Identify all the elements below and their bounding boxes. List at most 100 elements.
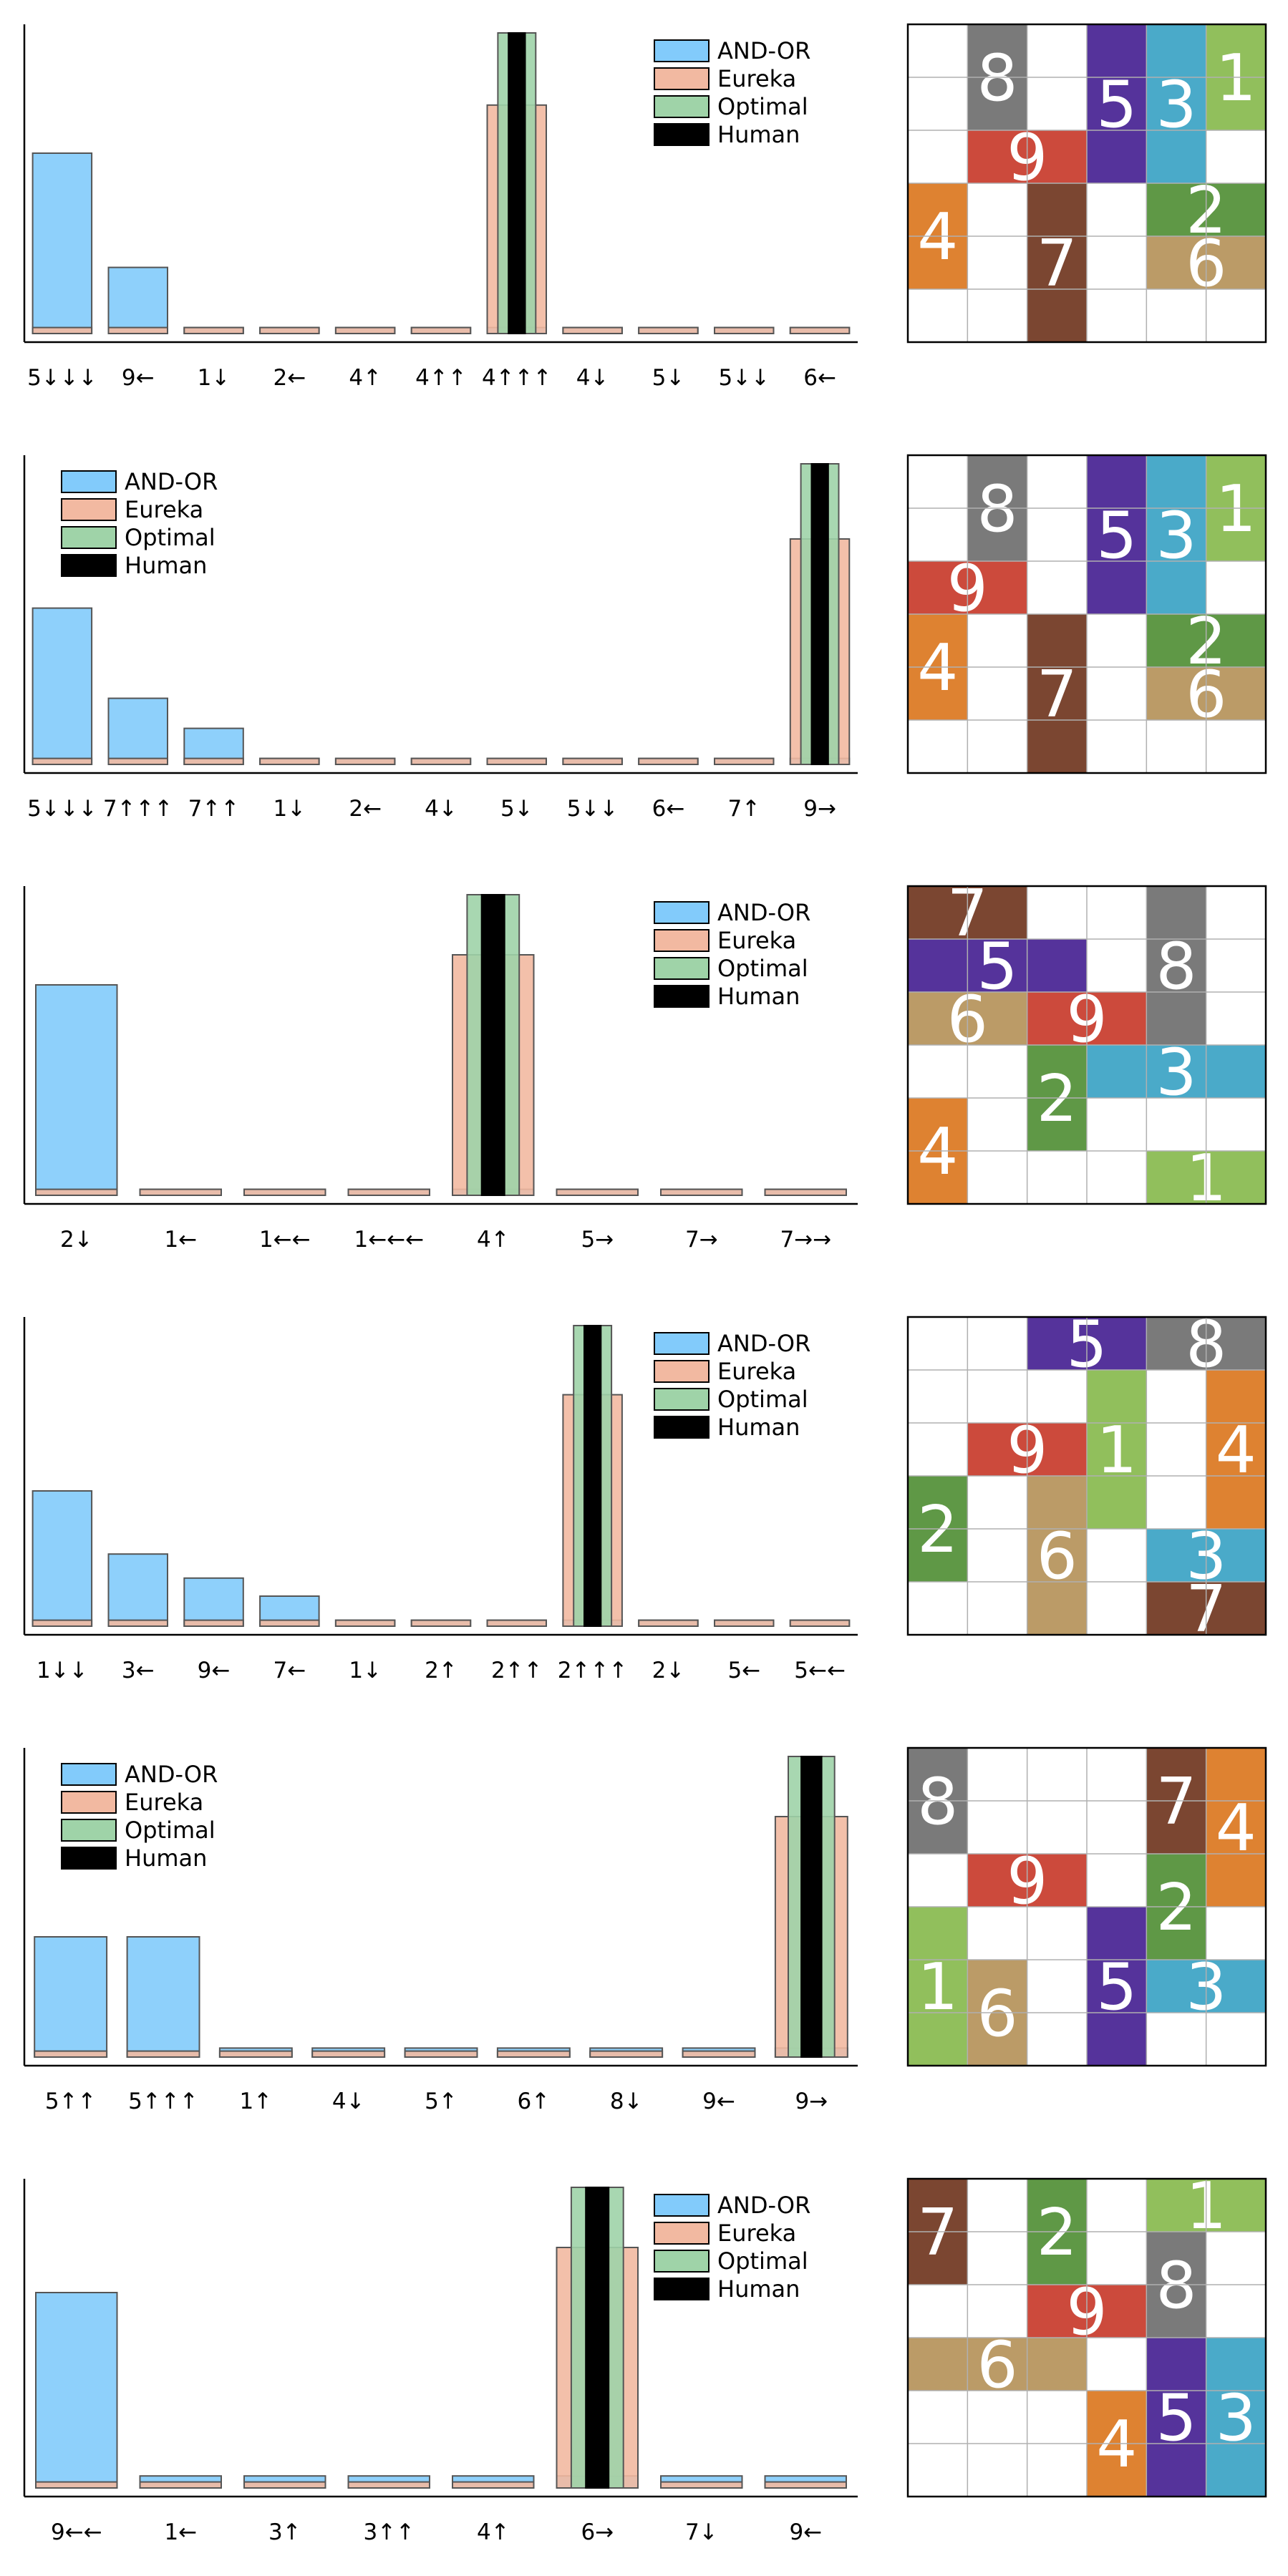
piece-1-cell (1206, 508, 1266, 561)
bar-eureka-1 (32, 1619, 93, 1628)
bar-eureka-10 (714, 326, 775, 335)
bar-andor-3 (183, 1577, 244, 1628)
x-tick-label: 9← (789, 2519, 822, 2545)
piece-6-cell (908, 2338, 968, 2391)
piece-6-cell (967, 992, 1027, 1045)
piece-7-cell (1027, 289, 1087, 342)
bar-andor-1 (35, 2292, 118, 2489)
piece-8-cell (967, 508, 1027, 561)
piece-9-cell (967, 1854, 1027, 1907)
legend-swatch (654, 985, 710, 1008)
piece-1-cell (1206, 455, 1266, 508)
x-tick-label: 4↑ (349, 365, 382, 391)
piece-1-cell (1146, 1151, 1206, 1204)
piece-6-cell (967, 2338, 1027, 2391)
piece-7-cell (1027, 720, 1087, 773)
piece-1-cell (1146, 2179, 1206, 2232)
legend-entry: Optimal (125, 524, 216, 551)
piece-label: 4 (1216, 1791, 1256, 1866)
piece-4-cell (908, 667, 968, 720)
legend-swatch (654, 929, 710, 952)
bar-human-5 (480, 894, 505, 1196)
legend-entry: AND-OR (125, 1761, 218, 1788)
piece-8-cell (1146, 886, 1206, 939)
bar-eureka-7 (660, 2481, 743, 2489)
piece-3-cell (1206, 2444, 1266, 2497)
piece-7-cell (908, 886, 968, 939)
legend-swatch (654, 2194, 710, 2217)
x-tick-label: 2↑↑↑ (558, 1658, 628, 1683)
x-tick-label: 6↑ (517, 2089, 550, 2114)
piece-label: 8 (977, 472, 1017, 547)
board-border (906, 1316, 1267, 1636)
legend-entry: AND-OR (717, 899, 810, 926)
piece-8-cell (1206, 1317, 1266, 1370)
piece-3-cell (1206, 2391, 1266, 2444)
chart-panel-5: 5↑↑ 5↑↑↑ 1↑ 4↓ 5↑ 6↑ 8↓ 9← 9→ AND-OREurekaOptimal… (23, 1748, 858, 2114)
bar-eureka-5 (334, 1619, 396, 1628)
bar-eureka-9 (638, 326, 699, 335)
chart-panel-3: 2↓ 1← 1←← 1←←← 4↑ 5→ 7→ 7→→ AND-OREurekaOptimalH… (23, 886, 858, 1253)
x-tick-label: 1↓↓ (37, 1658, 88, 1683)
legend-entry: Human (125, 552, 207, 579)
x-tick-label: 1←←← (354, 1227, 424, 1253)
piece-1-cell (908, 1907, 968, 1960)
bar-eureka-7 (589, 2050, 664, 2059)
bar-eureka-2 (126, 2050, 200, 2059)
piece-9-cell (967, 561, 1027, 614)
x-tick-label: 6→ (581, 2519, 614, 2545)
piece-label: 4 (1216, 1413, 1256, 1488)
piece-6-cell (1146, 236, 1206, 289)
bar-eureka-8 (764, 2481, 847, 2489)
legend-entry: AND-OR (717, 2192, 810, 2219)
piece-2-cell (1027, 2179, 1087, 2232)
legend-entry: Optimal (125, 1817, 216, 1844)
legend-entry: AND-OR (717, 37, 810, 64)
piece-7-cell (1206, 1582, 1266, 1635)
piece-7-cell (1146, 1748, 1206, 1801)
bar-eureka-5 (452, 2481, 535, 2489)
piece-5-cell (1087, 1907, 1147, 1960)
board-border (906, 454, 1267, 774)
piece-7-cell (967, 886, 1027, 939)
legend-swatch (654, 123, 710, 146)
bar-eureka-2 (139, 1188, 222, 1196)
x-tick-label: 9← (702, 2089, 735, 2114)
x-tick-label: 5↓↓↓ (27, 365, 97, 391)
legend-entry: Optimal (717, 955, 808, 982)
piece-label: 1 (917, 1950, 958, 2025)
board-border (906, 2177, 1267, 2498)
piece-label: 4 (917, 1114, 958, 1190)
bar-eureka-10 (714, 1619, 775, 1628)
piece-5-cell (1146, 2444, 1206, 2497)
piece-4-cell (908, 1098, 968, 1151)
piece-label: 4 (917, 631, 958, 706)
bar-eureka-3 (183, 1619, 244, 1628)
piece-8-cell (967, 77, 1027, 130)
x-tick-label: 4↑ (477, 1227, 510, 1253)
bar-eureka-6 (496, 2050, 571, 2059)
bar-eureka-4 (311, 2050, 386, 2059)
bar-eureka-7 (660, 1188, 743, 1196)
x-tick-label: 4↓ (332, 2089, 365, 2114)
piece-7-cell (1146, 1582, 1206, 1635)
x-tick-label: 5← (727, 1658, 760, 1683)
puzzle-board-4: 5 81 492 6 37 (906, 1307, 1267, 1647)
puzzle-board-1: 8 5 3 194 726 (906, 23, 1267, 344)
legend-entry: Eureka (717, 927, 796, 954)
piece-6-cell (1027, 1476, 1087, 1529)
piece-8-cell (967, 24, 1027, 77)
puzzle-board-2: 8 5 3 194 726 (906, 454, 1267, 774)
legend-swatch (61, 526, 117, 549)
piece-2-cell (908, 1529, 968, 1582)
x-tick-label: 1↑ (239, 2089, 272, 2114)
bar-eureka-2 (139, 2481, 222, 2489)
bar-eureka-8 (562, 326, 623, 335)
legend-swatch (654, 1416, 710, 1439)
piece-7-cell (1027, 667, 1087, 720)
bar-andor-1 (35, 984, 118, 1196)
x-tick-label: 4↑↑↑ (482, 365, 552, 391)
bar-eureka-9 (638, 1619, 699, 1628)
piece-1-cell (1206, 2179, 1266, 2232)
